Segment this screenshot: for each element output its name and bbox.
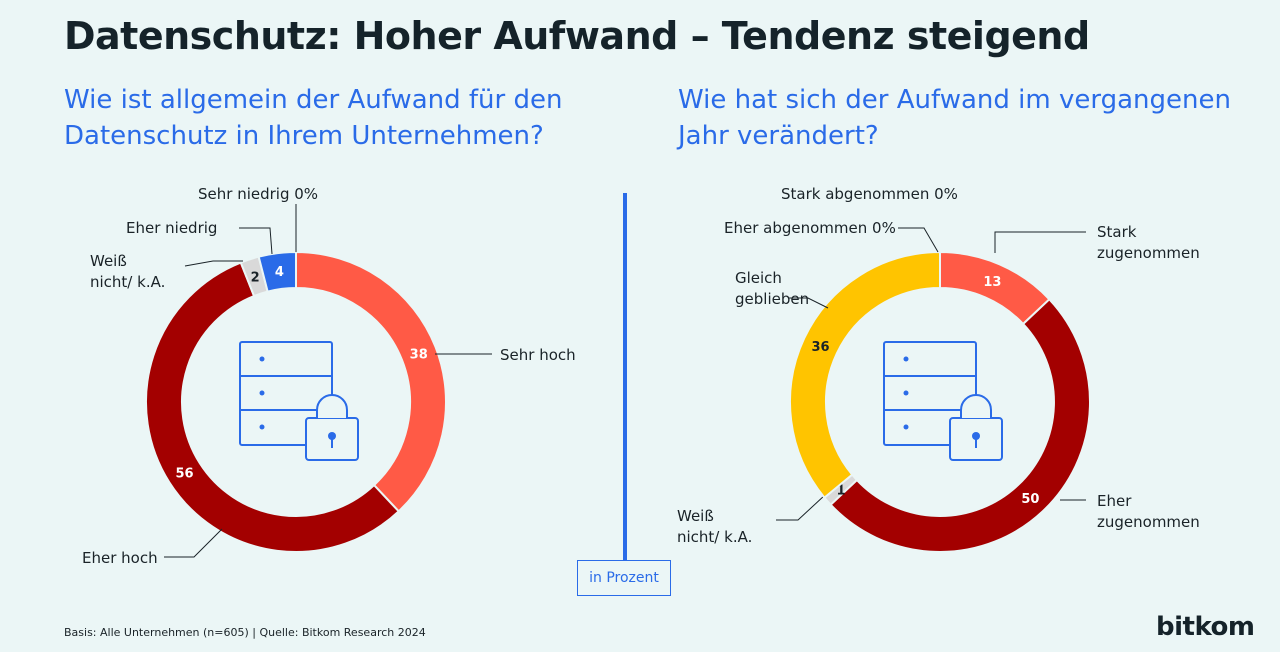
- right-donut-category-label: Stark abgenommen 0%: [781, 185, 958, 203]
- left-donut-slice-2: [145, 261, 401, 553]
- right-donut-category-label: Gleich geblieben: [735, 269, 809, 308]
- left-donut-value-label: 56: [176, 467, 194, 482]
- right-donut-slice-4: [789, 250, 941, 500]
- bitkom-logo: bitkom: [1156, 612, 1255, 642]
- right-donut-leader-line: [788, 297, 829, 309]
- right-donut-leader-line: [994, 231, 1086, 253]
- right-donut-value-label: 36: [812, 340, 830, 355]
- left-donut-leader-line: [239, 227, 273, 255]
- left-donut-category-label: Sehr hoch: [500, 346, 576, 364]
- unit-label: in Prozent: [577, 560, 671, 596]
- left-donut-category-label: Sehr niedrig 0%: [198, 185, 318, 203]
- right-donut-category-label: Eher abgenommen 0%: [724, 219, 896, 237]
- left-donut-slice-4: [257, 250, 297, 293]
- right-donut-category-label: Eher zugenommen: [1097, 492, 1200, 531]
- right-donut-category-label: Stark zugenommen: [1097, 223, 1200, 262]
- right-donut-category-label: Weiß nicht/ k.A.: [677, 507, 752, 546]
- left-donut-category-label: Eher hoch: [82, 549, 158, 567]
- column-divider: [623, 193, 627, 560]
- left-donut-category-label: Weiß nicht/ k.A.: [90, 252, 165, 291]
- right-donut-leader-line: [898, 227, 939, 253]
- source-footer: Basis: Alle Unternehmen (n=605) | Quelle…: [64, 626, 426, 639]
- right-donut-leader-line: [776, 494, 826, 521]
- question-right: Wie hat sich der Aufwand im vergangenen …: [678, 85, 1231, 151]
- left-donut-category-label: Eher niedrig: [126, 219, 217, 237]
- right-donut-server-lock-icon: [883, 341, 1003, 461]
- right-donut-value-label: 1: [836, 483, 845, 498]
- left-donut-leader-line: [184, 260, 243, 267]
- question-left: Wie ist allgemein der Aufwand für den Da…: [64, 85, 563, 151]
- left-donut-leader-line: [164, 528, 223, 558]
- left-donut-value-label: 4: [275, 265, 284, 280]
- left-donut-server-lock-icon: [239, 341, 359, 461]
- left-donut-value-label: 2: [251, 270, 260, 285]
- page-title: Datenschutz: Hoher Aufwand – Tendenz ste…: [64, 14, 1090, 58]
- left-donut-slice-1: [295, 250, 447, 513]
- right-donut-value-label: 50: [1021, 492, 1039, 507]
- left-donut-value-label: 38: [410, 347, 428, 362]
- right-donut-value-label: 13: [983, 275, 1001, 290]
- right-donut-slice-2: [829, 297, 1091, 553]
